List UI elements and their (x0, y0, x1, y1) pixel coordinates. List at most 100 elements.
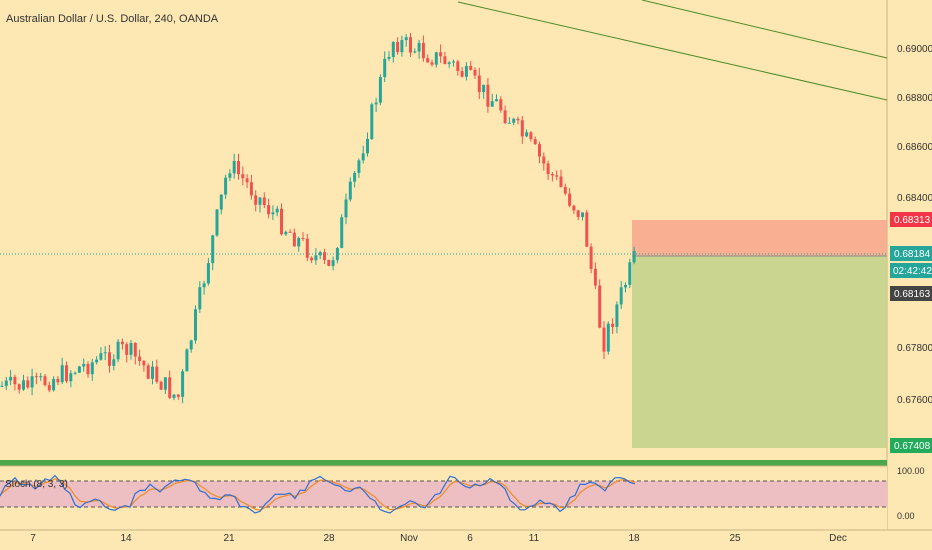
candle-body (185, 349, 189, 372)
candle-body (237, 160, 240, 175)
candle-body (486, 84, 490, 107)
candle-body (280, 208, 283, 235)
price-tick: 0.69000 (897, 44, 932, 55)
candle-body (624, 284, 627, 288)
chart-title[interactable]: Australian Dollar / U.S. Dollar, 240, OA… (6, 13, 219, 25)
candle-body (391, 42, 395, 57)
last-price-label[interactable]: 0.68163 (890, 286, 932, 301)
candle-body (95, 359, 99, 363)
candle-body (275, 208, 279, 213)
candle-body (572, 205, 576, 211)
candle-body (430, 62, 434, 65)
candle-body (129, 342, 133, 355)
time-axis[interactable]: 7 14 21 28 Nov 6 11 18 25 Dec (30, 533, 847, 544)
candle-body (112, 359, 116, 366)
candle-body (211, 235, 215, 264)
stoch-tick: 0.00 (897, 511, 915, 521)
candle-body (499, 99, 503, 111)
candle-body (516, 118, 520, 121)
candle-body (413, 51, 417, 53)
candle-body (206, 263, 210, 284)
candle-body (520, 120, 524, 137)
candle-body (563, 186, 567, 194)
price-tick: 0.67800 (897, 343, 932, 354)
candle-body (146, 365, 150, 379)
candle-body (90, 362, 94, 375)
price-tick: 0.68400 (897, 193, 932, 204)
candle-body (249, 182, 253, 196)
candle-body (245, 178, 249, 183)
time-tick: 14 (120, 533, 132, 544)
candle-body (125, 344, 129, 355)
candle-body (615, 304, 619, 327)
candle-body (417, 42, 421, 52)
candle-body (546, 163, 550, 175)
candle-body (443, 56, 447, 64)
trendline-lower[interactable] (457, 1, 888, 101)
candle-body (576, 210, 580, 217)
time-tick: 18 (628, 533, 640, 544)
candle-body (232, 160, 236, 174)
candle-body (581, 212, 584, 217)
target-price-label[interactable]: 0.67408 (890, 438, 932, 453)
candle-body (370, 104, 374, 139)
candle-body (426, 58, 430, 63)
candle-body (344, 199, 348, 218)
candle-body (434, 52, 438, 65)
candle-body (525, 132, 529, 137)
trendline-upper[interactable] (641, 0, 888, 59)
candle-body (619, 287, 623, 305)
candle-body (34, 376, 38, 378)
candle-body (335, 247, 339, 261)
candle-body (267, 205, 271, 215)
entry-price-label[interactable]: 0.68184 (890, 246, 932, 261)
candle-body (507, 122, 511, 124)
candle-body (288, 231, 292, 233)
time-tick: 6 (467, 533, 473, 544)
candle-body (340, 217, 344, 248)
candle-body (297, 238, 301, 247)
candle-body (176, 394, 180, 397)
candle-body (65, 365, 68, 382)
candle-body (469, 66, 473, 70)
candle-body (378, 77, 382, 103)
candle-body (323, 252, 326, 260)
candle-body (482, 84, 486, 93)
candle-body (396, 42, 400, 53)
candle-body (254, 195, 258, 205)
candle-body (331, 260, 335, 266)
candle-body (301, 238, 305, 240)
candle-body (456, 61, 460, 71)
candle-body (383, 58, 387, 78)
candle-body (163, 377, 167, 390)
candle-body (99, 353, 103, 360)
candle-body (387, 56, 391, 59)
entry-price-text: 0.68184 (894, 249, 931, 260)
time-tick: 11 (529, 533, 540, 544)
price-tick: 0.67600 (897, 395, 932, 406)
candle-body (0, 385, 4, 387)
countdown-label: 02:42:42 (890, 263, 932, 278)
candle-body (477, 75, 481, 93)
candle-body (241, 174, 245, 179)
candle-body (60, 365, 64, 383)
candles[interactable] (0, 32, 636, 404)
countdown-text: 02:42:42 (893, 266, 932, 277)
candle-body (409, 37, 412, 53)
take-profit-zone[interactable] (632, 256, 887, 448)
candle-body (559, 176, 563, 187)
candle-body (538, 144, 541, 157)
stop-price-label[interactable]: 0.68313 (890, 212, 932, 227)
support-band[interactable] (0, 460, 887, 466)
candle-body (103, 352, 107, 354)
candle-body (593, 268, 597, 286)
stop-loss-zone[interactable] (632, 220, 887, 256)
candle-body (585, 212, 589, 247)
candle-body (159, 381, 163, 390)
candle-body (529, 132, 533, 140)
price-tick: 0.68800 (897, 93, 932, 104)
candle-body (439, 52, 443, 57)
indicator-label[interactable]: Stoch (8, 3, 3) (5, 479, 68, 490)
